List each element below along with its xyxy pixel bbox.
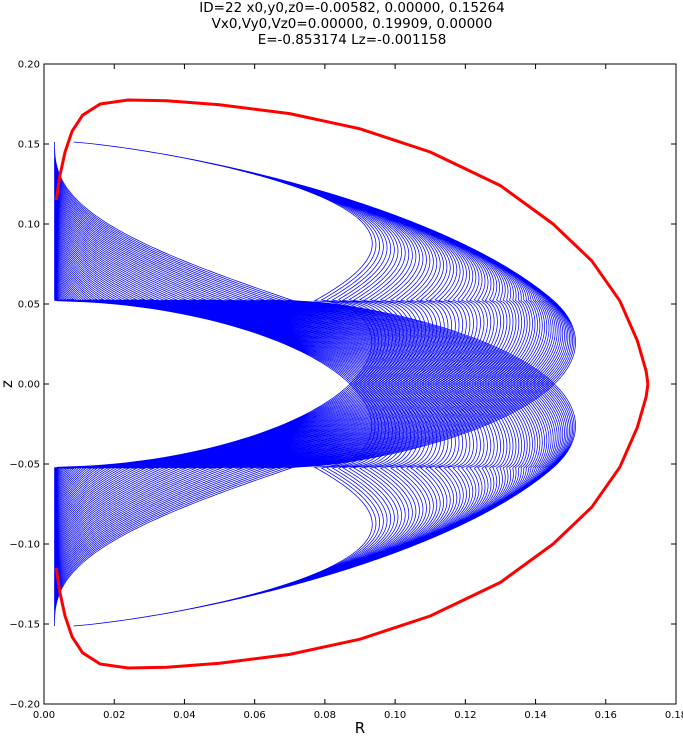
zero-velocity-curve [54, 98, 650, 670]
y-tick-label: 0.20 [18, 60, 40, 71]
y-tick-label: −0.05 [9, 460, 40, 471]
x-tick-label: 0.02 [103, 710, 125, 721]
y-tick-label: −0.15 [9, 620, 40, 631]
title-line-1: ID=22 x0,y0,z0=-0.00582, 0.00000, 0.1526… [199, 0, 504, 16]
y-tick-label: 0.05 [18, 300, 40, 311]
x-tick-label: 0.12 [454, 710, 476, 721]
orbit-series [54, 141, 576, 627]
y-tick-label: −0.20 [9, 700, 40, 711]
x-tick-label: 0.04 [173, 710, 195, 721]
chart-title: ID=22 x0,y0,z0=-0.00582, 0.00000, 0.1526… [199, 0, 504, 48]
axes: 0.00 0.02 0.04 0.06 0.08 0.10 0.12 0.14 0.16 0.18… [9, 60, 683, 722]
plot-area [54, 98, 650, 670]
x-tick-label: 0.06 [244, 710, 266, 721]
y-tick-label: −0.10 [9, 540, 40, 551]
orbit-lines-a [54, 141, 576, 627]
x-tick-label: 0.14 [524, 710, 546, 721]
title-line-2: Vx0,Vy0,Vz0=0.00000, 0.19909, 0.00000 [212, 16, 493, 32]
title-line-3: E=-0.853174 Lz=-0.001158 [258, 32, 447, 48]
zvc-lower-branch [54, 383, 650, 670]
zvc-upper-branch [54, 98, 650, 385]
x-tick-label: 0.00 [33, 710, 55, 721]
orbit-lines-b [54, 141, 576, 627]
x-tick-label: 0.16 [595, 710, 617, 721]
x-tick-label: 0.18 [665, 710, 683, 721]
y-tick-label: 0.10 [18, 220, 40, 231]
x-tick-label: 0.10 [384, 710, 406, 721]
x-axis-label: R [355, 719, 365, 736]
y-axis-label: z [0, 380, 16, 388]
y-tick-label: 0.15 [18, 140, 40, 151]
y-tick-label: 0.00 [18, 380, 40, 391]
x-tick-label: 0.08 [314, 710, 336, 721]
